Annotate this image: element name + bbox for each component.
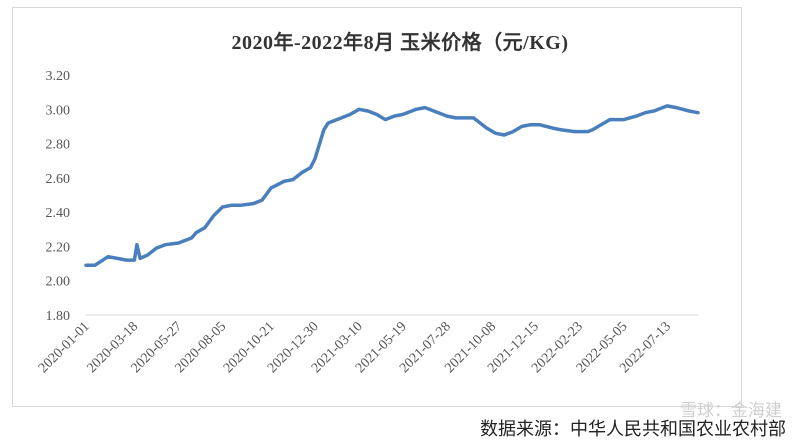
chart-title: 2020年-2022年8月 玉米价格（元/KG): [231, 32, 569, 54]
y-tick-label: 2.60: [46, 172, 71, 187]
chart-frame: [12, 7, 742, 407]
y-tick-label: 2.00: [46, 275, 71, 290]
y-tick-label: 2.40: [46, 206, 71, 221]
y-tick-label: 3.20: [46, 69, 71, 84]
watermark: 雪球：金海建: [680, 401, 782, 421]
y-tick-label: 2.80: [46, 138, 71, 153]
x-tick-label: 2020-01-01: [36, 319, 93, 376]
y-tick-label: 3.00: [46, 103, 71, 118]
series-line: [84, 104, 700, 268]
source-note: 数据来源：中华人民共和国农业农村部: [480, 419, 786, 440]
y-tick-label: 1.80: [46, 309, 71, 324]
y-tick-label: 2.20: [46, 240, 71, 255]
